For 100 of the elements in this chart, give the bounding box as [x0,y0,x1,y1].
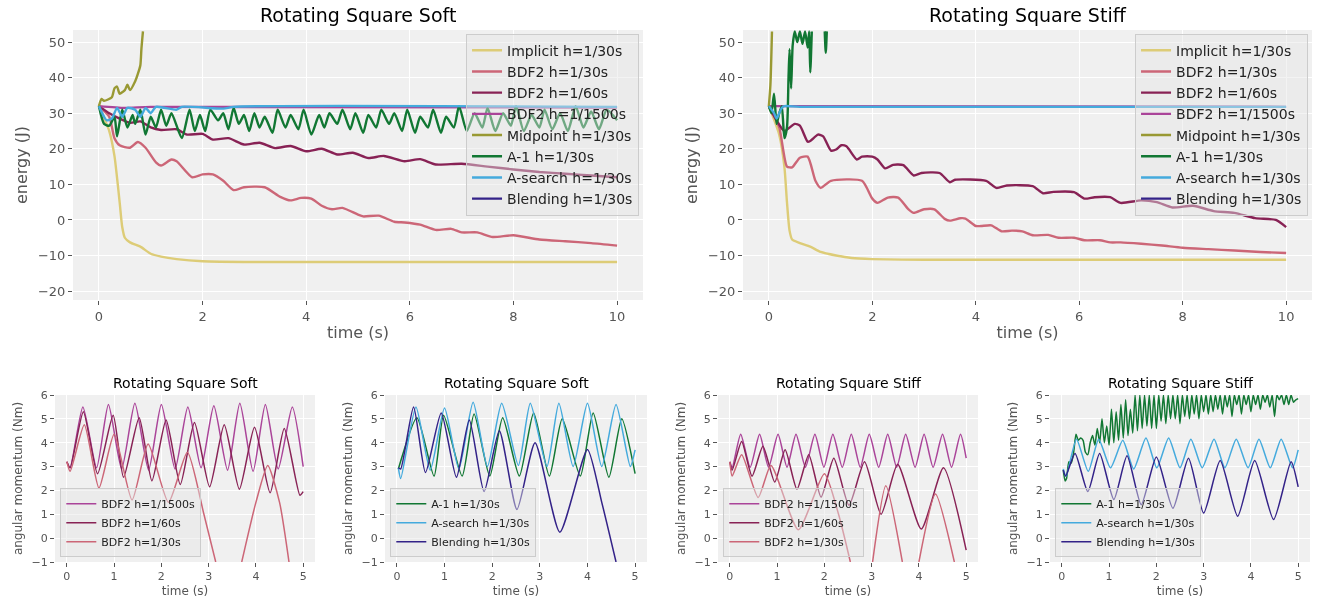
chart-title: Rotating Square Stiff [1108,375,1254,391]
y-tick-label: 2 [370,484,378,498]
legend-label: BDF2 h=1/30s [764,535,845,549]
y-tick-label: 6 [1035,388,1043,402]
y-tick-label: 20 [718,141,736,157]
y-tick-label: 1 [1035,508,1043,522]
legend-label: BDF2 h=1/30s [1176,63,1278,80]
y-tick-label: −1 [361,555,378,569]
legend-label: Blending h=1/30s [431,535,531,549]
legend-label: Midpoint h=1/30s [507,127,632,144]
x-tick-label: 4 [1247,570,1255,584]
chart-title: Rotating Square Soft [113,375,259,391]
x-tick-label: 5 [962,570,970,584]
y-tick-label: 3 [370,460,378,474]
legend-label: Blending h=1/30s [1096,535,1196,549]
y-axis-title: angular momentum (Nm) [10,401,25,556]
x-axis-title: time (s) [824,584,872,599]
x-tick-label: 2 [198,308,207,324]
x-tick-label: 4 [915,570,923,584]
y-tick-label: 5 [40,412,48,426]
y-tick-label: −1 [694,555,711,569]
x-tick-label: 2 [820,570,828,584]
y-tick-label: 5 [1035,412,1043,426]
y-tick-label: 0 [1035,531,1043,545]
x-tick-label: 6 [405,308,414,324]
y-tick-label: 5 [370,412,378,426]
x-tick-label: 3 [868,570,876,584]
legend-label: A-search h=1/30s [431,516,530,530]
y-tick-label: −1 [1026,555,1043,569]
y-axis-title: angular momentum (Nm) [1005,401,1020,556]
x-tick-label: 0 [393,570,401,584]
legend-label: A-1 h=1/30s [1096,497,1165,511]
chart-title: Rotating Square Soft [260,4,457,26]
x-axis-title: time (s) [1156,584,1204,599]
y-tick-label: 5 [703,412,711,426]
legend-label: BDF2 h=1/60s [101,516,182,530]
x-tick-label: 2 [868,308,877,324]
y-tick-label: 1 [40,508,48,522]
legend-label: BDF2 h=1/60s [1176,85,1278,102]
y-tick-label: 10 [48,176,66,192]
y-tick-label: 4 [40,436,48,450]
y-tick-label: 4 [370,436,378,450]
x-tick-label: 10 [1277,308,1295,324]
legend-label: BDF2 h=1/60s [764,516,845,530]
y-axis-title: energy (J) [11,125,31,205]
x-tick-label: 2 [488,570,496,584]
chart-title: Rotating Square Soft [444,375,590,391]
y-tick-label: 40 [718,70,736,86]
x-axis-title: time (s) [492,584,540,599]
y-axis-title: energy (J) [681,125,701,205]
y-tick-label: 1 [703,508,711,522]
chart-title: Rotating Square Stiff [929,4,1127,26]
x-tick-label: 0 [94,308,104,324]
x-tick-label: 1 [110,570,118,584]
y-tick-label: −1 [31,555,48,569]
legend-label: A-1 h=1/30s [507,148,595,165]
y-tick-label: 40 [48,70,66,86]
y-axis-title: angular momentum (Nm) [673,401,688,556]
legend-label: Midpoint h=1/30s [1176,127,1301,144]
y-tick-label: 20 [48,141,66,157]
x-tick-label: 1 [773,570,781,584]
y-tick-label: −10 [707,248,736,264]
legend-label: BDF2 h=1/1500s [101,497,196,511]
x-axis-title: time (s) [326,323,390,343]
x-tick-label: 3 [536,570,544,584]
chart-title: Rotating Square Stiff [776,375,922,391]
y-tick-label: −20 [37,283,66,299]
x-tick-label: 0 [1058,570,1066,584]
x-tick-label: 5 [1294,570,1302,584]
x-tick-label: 8 [1178,308,1187,324]
y-tick-label: 6 [370,388,378,402]
y-tick-label: 2 [703,484,711,498]
y-tick-label: 4 [1035,436,1043,450]
legend-label: BDF2 h=1/30s [507,63,609,80]
y-tick-label: 3 [1035,460,1043,474]
legend-label: A-1 h=1/30s [431,497,500,511]
legend-label: BDF2 h=1/1500s [764,497,859,511]
y-tick-label: 30 [718,105,736,121]
x-tick-label: 2 [1152,570,1160,584]
y-tick-label: 50 [48,34,66,50]
legend-label: Blending h=1/30s [1176,191,1302,208]
x-tick-label: 3 [1200,570,1208,584]
y-tick-label: 0 [57,212,66,228]
y-tick-label: 0 [40,531,48,545]
legend-label: A-search h=1/30s [1176,169,1301,186]
legend-label: A-search h=1/30s [1096,516,1195,530]
y-tick-label: 4 [703,436,711,450]
y-tick-label: 2 [1035,484,1043,498]
legend-label: Blending h=1/30s [507,191,633,208]
y-tick-label: 10 [718,176,736,192]
x-tick-label: 5 [299,570,307,584]
x-tick-label: 4 [302,308,311,324]
x-tick-label: 4 [583,570,591,584]
y-tick-label: 3 [703,460,711,474]
y-axis-title: angular momentum (Nm) [340,401,355,556]
x-tick-label: 5 [631,570,639,584]
x-tick-label: 3 [205,570,213,584]
x-tick-label: 10 [608,308,626,324]
y-tick-label: 0 [370,531,378,545]
y-tick-label: 2 [40,484,48,498]
